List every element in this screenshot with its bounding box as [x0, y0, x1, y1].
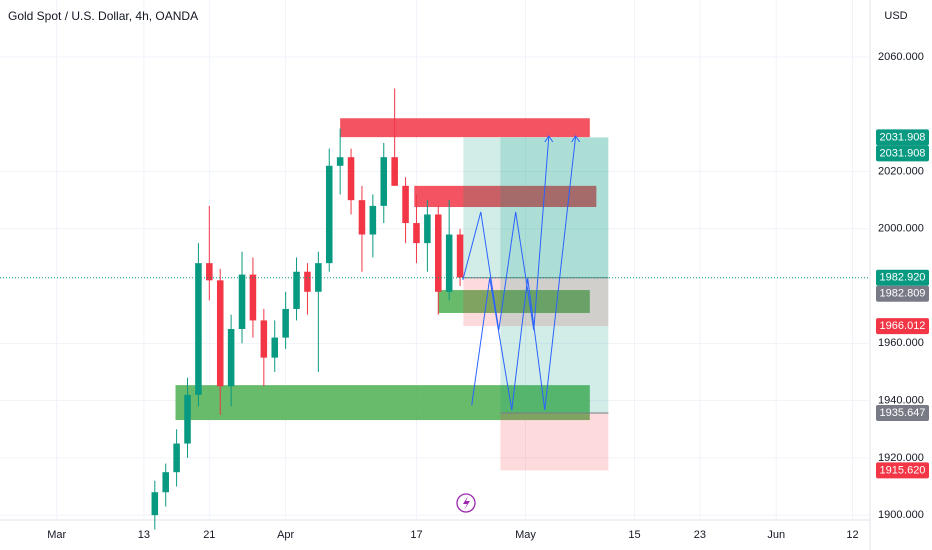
projection-arrow — [544, 135, 554, 143]
projection-arrow — [571, 135, 581, 143]
candle-body — [358, 200, 366, 235]
candle-body — [424, 214, 431, 244]
candle-body — [402, 185, 409, 224]
candle-body — [282, 308, 289, 338]
x-tick-label: 17 — [410, 529, 422, 541]
x-tick-label: 13 — [138, 529, 150, 541]
price-tag-label: 1982.920 — [880, 272, 926, 284]
price-tag-label: 2031.908 — [880, 147, 926, 159]
candle-body — [445, 234, 453, 292]
price-tag — [876, 405, 929, 422]
x-tick-label: 23 — [694, 529, 706, 541]
candle-body — [151, 492, 159, 516]
candle-body — [293, 271, 300, 309]
axes: 1900.000 1920.000 1940.000 1960.000 2000.000… — [47, 51, 929, 541]
zone — [175, 385, 590, 421]
candle-body — [271, 337, 279, 358]
candle-body — [216, 280, 224, 387]
candle-body — [369, 205, 377, 235]
position-stop — [500, 413, 609, 471]
price-tag-label: 2031.908 — [880, 131, 926, 143]
x-tick-label: Jun — [767, 529, 785, 541]
x-tick-label: 21 — [203, 529, 215, 541]
candle-body — [184, 394, 191, 444]
y-tick-label: 2060.000 — [878, 51, 924, 63]
candle-body — [435, 214, 442, 292]
candle-body — [456, 234, 464, 278]
candle-body — [227, 329, 235, 387]
currency-label: USD — [884, 10, 907, 22]
candle-body — [260, 320, 268, 358]
y-tick-label: 1940.000 — [878, 395, 924, 407]
candle-body — [380, 157, 388, 206]
candle-body — [238, 274, 246, 330]
y-tick-label: 1960.000 — [878, 337, 924, 349]
candle-body — [173, 443, 180, 473]
price-tag — [876, 145, 929, 162]
candle-body — [162, 472, 169, 493]
price-tag — [876, 269, 929, 286]
grid — [0, 0, 870, 520]
x-tick-label: May — [515, 529, 536, 541]
y-tick-label: 2020.000 — [878, 165, 924, 177]
candle-body — [249, 274, 257, 321]
x-tick-label: Apr — [277, 529, 294, 541]
y-tick-label: 1920.000 — [878, 452, 924, 464]
x-tick-label: Mar — [47, 529, 66, 541]
price-tag-label: 1915.620 — [880, 464, 926, 476]
zone — [438, 290, 590, 313]
price-tag — [876, 129, 929, 146]
candle-body — [195, 263, 202, 395]
y-tick-label: 1900.000 — [878, 509, 924, 521]
zone — [340, 118, 590, 138]
price-tag — [876, 318, 929, 335]
x-tick-label: 15 — [628, 529, 640, 541]
x-tick-label: 12 — [846, 529, 858, 541]
price-tag — [876, 462, 929, 479]
candle-body — [304, 271, 311, 292]
price-tag-label: 1935.647 — [880, 407, 926, 419]
candle-body — [413, 223, 420, 244]
candle-body — [336, 157, 344, 166]
candle-body — [391, 157, 398, 186]
projection-path — [471, 135, 577, 411]
candle-body — [206, 263, 213, 281]
chart-title: Gold Spot / U.S. Dollar, 4h, OANDA — [8, 9, 198, 23]
plot — [0, 88, 870, 530]
projection-path — [462, 135, 550, 331]
position-target — [500, 137, 609, 414]
candle-body — [325, 165, 333, 264]
price-tag-label: 1982.809 — [880, 288, 926, 300]
candle-body — [347, 157, 355, 201]
price-tag — [876, 285, 929, 302]
price-tag-label: 1966.012 — [880, 320, 926, 332]
y-tick-label: 2000.000 — [878, 223, 924, 235]
zone — [414, 185, 597, 208]
event-icon[interactable] — [456, 493, 476, 513]
